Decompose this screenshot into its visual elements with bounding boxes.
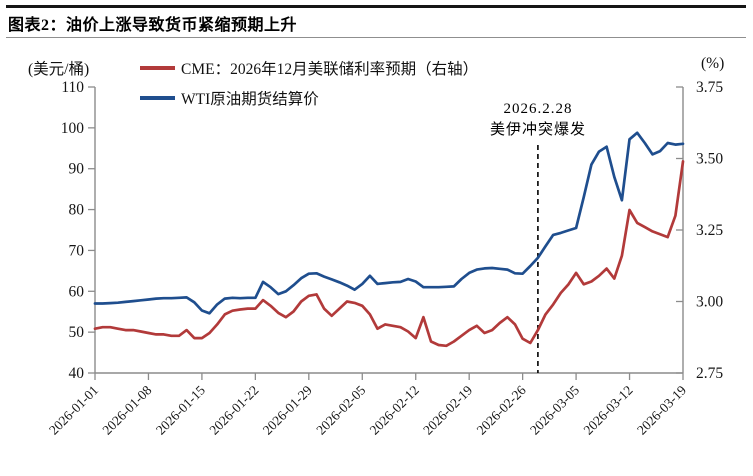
left-axis-tick-label: 50	[69, 324, 85, 341]
legend: CME：2026年12月美联储利率预期（右轴） WTI原油期货结算价	[140, 58, 478, 118]
left-axis-tick-label: 100	[61, 120, 85, 137]
event-annotation: 2026.2.28 美伊冲突爆发	[448, 99, 628, 141]
left-axis-tick-label: 40	[69, 365, 85, 382]
right-axis-tick-label: 3.50	[696, 151, 723, 168]
header-top-rule	[6, 5, 746, 8]
right-axis-tick-label: 2.75	[696, 365, 723, 382]
event-annotation-date: 2026.2.28	[503, 101, 573, 117]
chart-title: 图表2：油价上涨导致货币紧缩预期上升	[8, 17, 298, 34]
x-axis-tick-label: 2026-02-19	[420, 382, 475, 437]
wti-price-line	[93, 131, 685, 315]
right-axis-tick-label: 3.00	[696, 294, 723, 311]
legend-item-cme: CME：2026年12月美联储利率预期（右轴）	[140, 58, 478, 78]
header-bottom-rule	[6, 37, 746, 39]
legend-label-wti: WTI原油期货结算价	[181, 91, 319, 108]
x-axis-tick-label: 2026-01-01	[46, 383, 101, 438]
left-axis-tick-label: 110	[61, 79, 84, 96]
cme-line-swatch-icon	[140, 66, 175, 70]
x-axis-tick-label: 2026-02-05	[313, 382, 368, 437]
x-axis-tick-label: 2026-01-15	[153, 382, 208, 437]
left-axis-tick-label: 70	[69, 242, 85, 259]
left-axis-tick-label: 80	[69, 202, 85, 219]
cme-rate-line	[93, 160, 685, 348]
legend-item-wti: WTI原油期货结算价	[140, 88, 478, 108]
right-axis-unit-label: (%)	[701, 55, 725, 72]
x-axis-tick-label: 2026-01-29	[260, 382, 315, 437]
left-axis-unit-label: (美元/桶)	[28, 61, 90, 78]
x-axis-tick-label: 2026-03-05	[527, 382, 582, 437]
event-annotation-text: 美伊冲突爆发	[489, 122, 586, 138]
right-axis-tick-label: 3.25	[696, 222, 723, 239]
left-axis-tick-label: 60	[69, 283, 85, 300]
x-axis-tick-label: 2026-02-26	[474, 382, 529, 437]
right-axis-tick-label: 3.75	[696, 79, 723, 96]
x-axis-tick-label: 2026-02-12	[367, 383, 422, 438]
legend-label-cme: CME：2026年12月美联储利率预期（右轴）	[181, 61, 479, 78]
x-axis-tick-label: 2026-01-22	[206, 383, 261, 438]
x-axis-tick-label: 2026-01-08	[99, 382, 154, 437]
wti-line-swatch-icon	[140, 96, 175, 100]
left-axis-tick-label: 90	[69, 161, 85, 178]
x-axis-tick-label: 2026-03-12	[581, 383, 636, 438]
x-axis-tick-label: 2026-03-19	[634, 382, 689, 437]
